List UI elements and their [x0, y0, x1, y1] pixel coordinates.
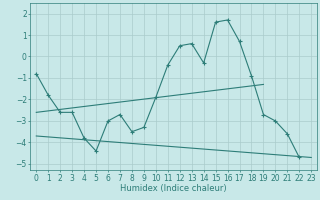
X-axis label: Humidex (Indice chaleur): Humidex (Indice chaleur) [120, 184, 227, 193]
